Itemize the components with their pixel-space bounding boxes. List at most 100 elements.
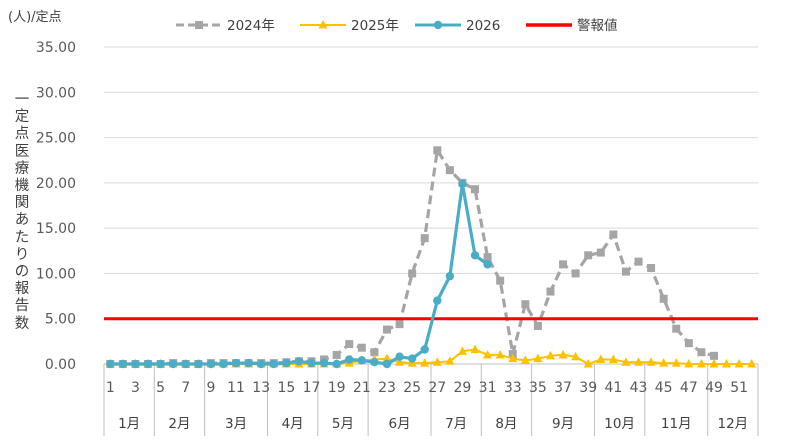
data-point [382,353,392,363]
data-point [471,185,480,194]
y-unit-label: (人)/定点 [8,10,62,25]
x-tick-label: 25 [403,380,421,396]
x-tick-label: 9 [206,380,215,396]
legend-marker [318,20,328,29]
x-tick-label: 51 [730,380,748,396]
legend-item: 2025年 [300,18,399,34]
x-tick-label: 5 [156,380,165,396]
x-tick-label: 19 [328,380,346,396]
month-label: 12月 [718,416,749,432]
data-point [168,359,178,369]
data-point [496,276,505,285]
y-tick-label: 20.00 [36,176,76,192]
data-point [181,359,190,369]
y-tick-label: 10.00 [36,266,76,282]
data-point [696,359,706,368]
data-point [671,358,681,367]
data-point [596,354,606,363]
data-point [244,358,253,368]
legend-marker [433,20,443,30]
data-point [571,269,580,278]
data-point [420,358,430,367]
data-point [219,359,228,369]
x-tick-label: 7 [181,380,190,396]
x-tick-label: 23 [378,380,396,396]
data-point [495,349,505,359]
x-tick-label: 33 [504,380,522,396]
month-label: 11月 [661,416,692,432]
data-point [370,348,379,357]
data-point [432,357,442,366]
data-point [407,354,417,363]
data-point [709,359,719,368]
x-tick-label: 13 [252,380,270,396]
data-point [709,351,718,360]
data-point [382,359,392,369]
data-point [257,359,266,369]
y-tick-labels: 0.00 5.00 10.00 15.00 20.00 25.00 30.00 35.00 [36,40,76,373]
x-tick-label: 17 [303,380,321,396]
x-tick-label: 39 [579,380,597,396]
data-point [545,350,555,360]
series-line [110,348,752,365]
series-group [104,146,758,369]
legend-marker [195,21,203,29]
x-tick-label: 3 [131,380,140,396]
data-point [445,356,455,365]
data-point [521,300,530,309]
data-point [596,248,605,257]
y-tick-label: 15.00 [36,221,76,237]
legend-label: 2026 [466,18,500,34]
data-point [659,294,668,303]
legend: 2024年 2025年 2026 警報値 [176,18,618,34]
y-axis-label: 一定点医療機関あたりの報告数 [14,92,30,332]
data-point [634,257,643,266]
data-point [269,359,278,369]
month-label: 4月 [282,416,304,432]
x-tick-label: 45 [655,380,673,396]
data-point [520,355,530,364]
data-point [747,359,757,368]
data-point [571,351,581,361]
y-tick-label: 35.00 [36,40,76,56]
data-point [420,234,429,243]
x-tick-label: 35 [529,380,547,396]
data-point [508,353,518,363]
x-tick-label: 47 [680,380,698,396]
legend-label: 2025年 [351,18,399,34]
month-label: 9月 [552,416,574,432]
data-point [282,358,291,368]
data-point [433,296,442,305]
data-point [646,357,656,366]
month-label: 6月 [389,416,411,432]
data-point [584,251,593,260]
data-point [395,352,404,361]
data-point [345,340,354,349]
legend-label: 2024年 [227,18,275,34]
x-tick-label: 43 [630,380,648,396]
data-point [533,353,543,363]
series-3 [106,179,492,369]
data-point [357,343,366,352]
data-point [131,359,140,369]
x-tick-label: 11 [227,380,245,396]
data-point [433,146,442,155]
data-point [722,359,732,368]
x-tick-labels: 1 3 5 7 9 11 13 15 17 19 21 23 25 27 29 31 33 35 37 39 41 43 4… [106,380,748,396]
x-tick-label: 29 [454,380,472,396]
data-point [332,359,341,369]
legend-item: 警報値 [526,18,618,34]
data-point [483,260,492,269]
y-tick-label: 30.00 [36,85,76,101]
data-point [408,269,417,278]
data-point [684,339,693,348]
data-point [684,359,694,368]
series-line [110,148,715,366]
data-point [319,358,329,368]
month-label: 7月 [445,416,467,432]
data-point [608,354,618,363]
x-tick-label: 49 [705,380,723,396]
data-point [734,359,744,368]
data-point [345,355,354,364]
data-point [143,359,153,369]
